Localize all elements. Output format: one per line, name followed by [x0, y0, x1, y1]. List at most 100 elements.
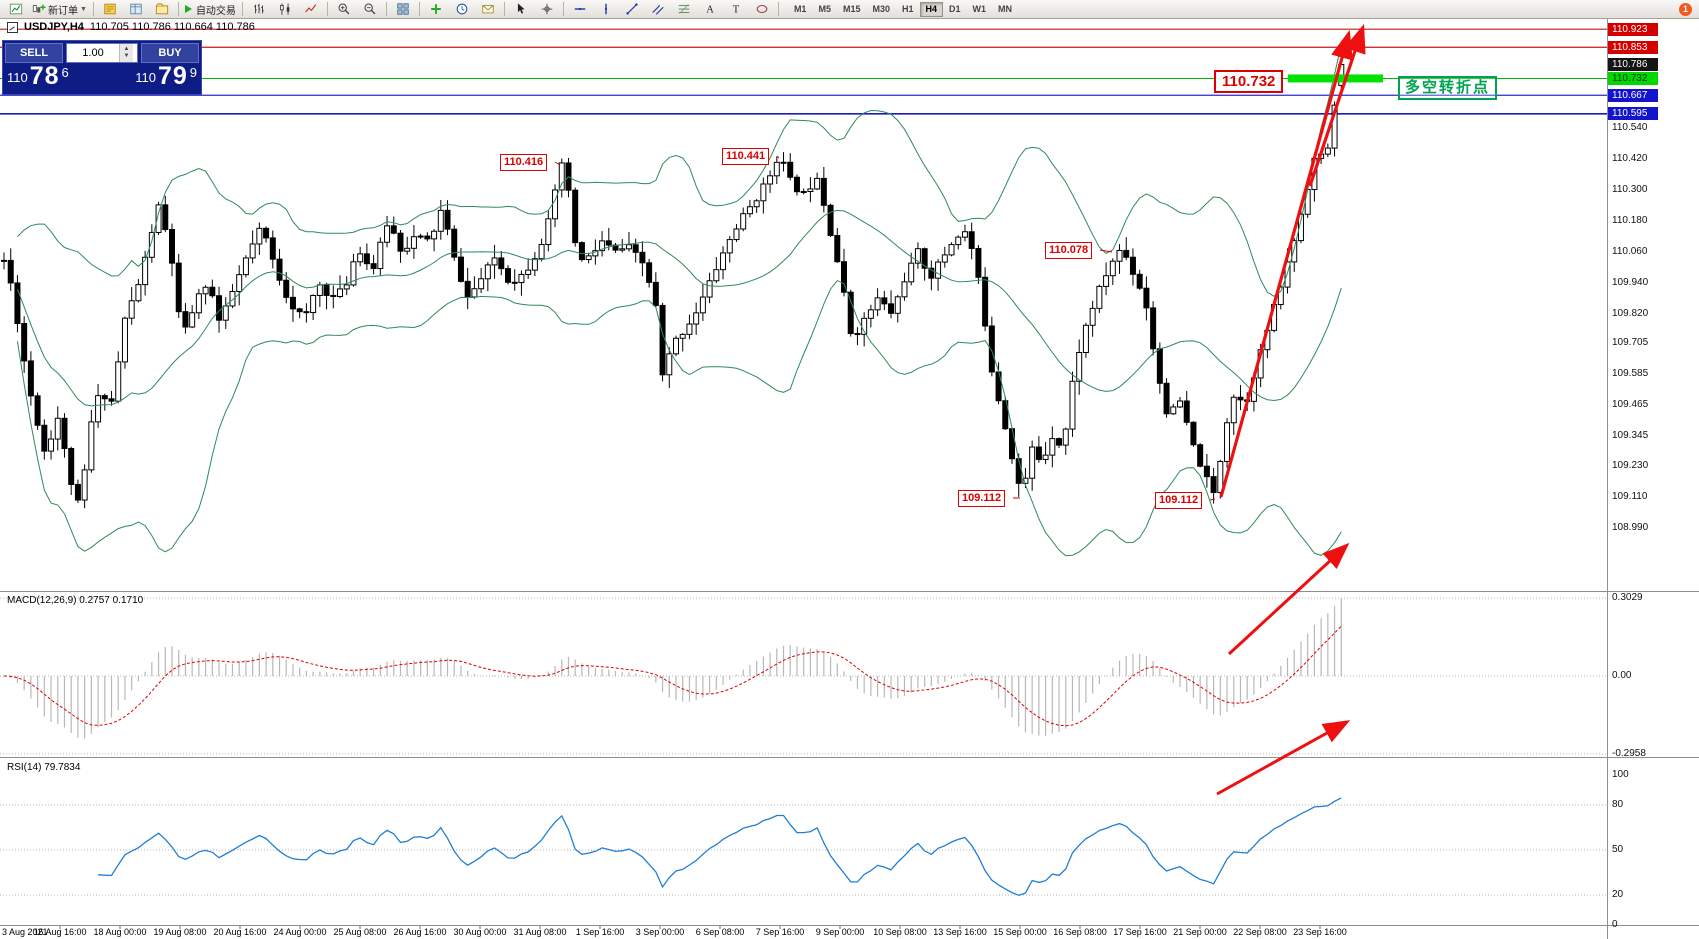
price-scale-label: 109.465	[1612, 399, 1649, 411]
time-axis-label: 25 Aug 08:00	[333, 927, 387, 937]
price-scale-label: 109.820	[1612, 307, 1649, 319]
level-price-label[interactable]: 110.732	[1214, 70, 1284, 93]
price-flag[interactable]: 110.078	[1045, 242, 1093, 259]
price-scale-label: 110.540	[1612, 122, 1648, 133]
market-watch-icon[interactable]	[97, 0, 123, 19]
svg-text:A: A	[706, 5, 714, 16]
timeframe-m1[interactable]: M1	[793, 3, 807, 14]
chart-window-icon	[9, 3, 23, 15]
time-axis-label: 26 Aug 16:00	[393, 927, 447, 937]
price-flag[interactable]: 109.112	[958, 490, 1006, 507]
time-axis-label: 3 Aug 2021	[2, 927, 48, 937]
crosshair-icon	[541, 3, 553, 15]
price-scale-label: 109.705	[1612, 337, 1649, 349]
channel-icon[interactable]	[645, 0, 671, 19]
fibonacci-icon	[678, 4, 690, 14]
trendline-icon	[626, 3, 638, 15]
navigator-icon	[155, 3, 169, 15]
sell-price: 110 78 6	[7, 62, 69, 90]
symbol-chart-icon	[7, 21, 18, 33]
auto-trading-button[interactable]: 自动交易	[182, 0, 239, 19]
line-chart-icon[interactable]	[298, 0, 324, 19]
volume-up-button[interactable]: ▲	[123, 46, 130, 52]
hline-icon	[574, 7, 586, 11]
trendline-icon[interactable]	[619, 0, 645, 19]
shapes-icon[interactable]	[749, 0, 775, 19]
rsi-scale-label: 50	[1612, 844, 1624, 855]
candlestick-chart-icon[interactable]	[272, 0, 298, 19]
periods-icon[interactable]	[449, 0, 475, 19]
new-order-icon	[32, 4, 46, 13]
chart-window-icon[interactable]	[3, 0, 29, 19]
time-axis-label: 18 Aug 00:00	[93, 927, 147, 937]
templates-icon[interactable]	[475, 0, 501, 19]
data-window-icon	[130, 3, 142, 15]
sell-button[interactable]: SELL	[5, 43, 63, 63]
templates-icon	[482, 5, 494, 14]
time-axis-label: 10 Sep 08:00	[873, 927, 927, 937]
timeframe-w1[interactable]: W1	[972, 3, 987, 14]
label-icon: T	[733, 5, 740, 16]
buy-button[interactable]: BUY	[141, 43, 199, 63]
volume-input[interactable]	[67, 44, 119, 62]
price-tag: 110.667	[1608, 88, 1658, 102]
timeframe-m15[interactable]: M15	[842, 3, 861, 14]
rsi-label: RSI(14) 79.7834	[7, 762, 81, 773]
volume-down-button[interactable]: ▼	[123, 53, 130, 59]
zoom-in-icon[interactable]	[331, 0, 357, 19]
time-axis-label: 1 Sep 16:00	[575, 927, 625, 937]
price-flag[interactable]: 110.416	[500, 154, 548, 171]
cursor-icon[interactable]	[508, 0, 534, 19]
macd-scale-label: 0.3029	[1612, 592, 1643, 603]
bar-chart-icon[interactable]	[246, 0, 272, 19]
time-axis-label: 19 Aug 08:00	[153, 927, 207, 937]
price-scale-label: 110.420	[1612, 152, 1648, 164]
channel-icon	[652, 5, 664, 15]
price-scale-label: 109.230	[1612, 460, 1649, 472]
symbol-info: USDJPY,H4 110.705 110.786 110.664 110.78…	[7, 21, 255, 33]
macd-scale-label: 0.00	[1612, 670, 1632, 681]
bollinger-layer	[16, 44, 1342, 557]
timeframe-m5[interactable]: M5	[818, 3, 831, 14]
price-tag: 110.923	[1608, 22, 1658, 36]
time-axis-label: 30 Aug 00:00	[453, 927, 507, 937]
tile-windows-icon[interactable]	[390, 0, 416, 19]
price-tag: 110.595	[1608, 107, 1658, 121]
new-order-button[interactable]: 新订单 ▼	[29, 0, 90, 19]
timeframe-m30[interactable]: M30	[872, 3, 890, 14]
time-axis-label: 6 Sep 08:00	[695, 927, 745, 937]
time-axis-label: 21 Sep 00:00	[1173, 927, 1227, 937]
timeframe-d1[interactable]: D1	[949, 3, 961, 14]
data-window-icon[interactable]	[123, 0, 149, 19]
price-scale-label: 109.940	[1612, 276, 1649, 288]
indicators-icon[interactable]	[423, 0, 449, 19]
fibonacci-icon[interactable]	[671, 0, 697, 19]
macd-scale-label: -0.2958	[1612, 748, 1646, 759]
label-icon[interactable]: T	[723, 0, 749, 19]
text-icon[interactable]: A	[697, 0, 723, 19]
price-tag: 110.786	[1608, 58, 1658, 72]
notification-badge[interactable]: 1	[1679, 2, 1692, 16]
rsi-scale-label: 80	[1612, 799, 1624, 810]
timeframe-mn[interactable]: MN	[998, 3, 1013, 14]
vline-icon[interactable]	[593, 0, 619, 19]
candlestick-chart-icon	[280, 3, 290, 15]
navigator-icon[interactable]	[149, 0, 175, 19]
toolbar-separator	[503, 2, 505, 16]
timeframe-h1[interactable]: H1	[902, 3, 914, 14]
timeframe-h4[interactable]: H4	[919, 1, 944, 17]
zoom-in-icon	[338, 3, 350, 15]
zoom-out-icon[interactable]	[357, 0, 383, 19]
price-tag: 110.732	[1608, 71, 1658, 85]
crosshair-icon[interactable]	[534, 0, 560, 19]
buy-price: 110 79 9	[135, 62, 197, 90]
timeframe-toolbar: M1 M5 M15 M30 H1 H4 D1 W1 MN	[788, 1, 1018, 17]
toolbar-separator	[241, 2, 243, 16]
text-icon: A	[706, 5, 714, 16]
price-flag[interactable]: 109.112	[1155, 492, 1203, 509]
turning-point-label[interactable]: 多空转折点	[1398, 76, 1498, 100]
hline-icon[interactable]	[567, 0, 593, 19]
price-flag[interactable]: 110.441	[722, 148, 770, 165]
